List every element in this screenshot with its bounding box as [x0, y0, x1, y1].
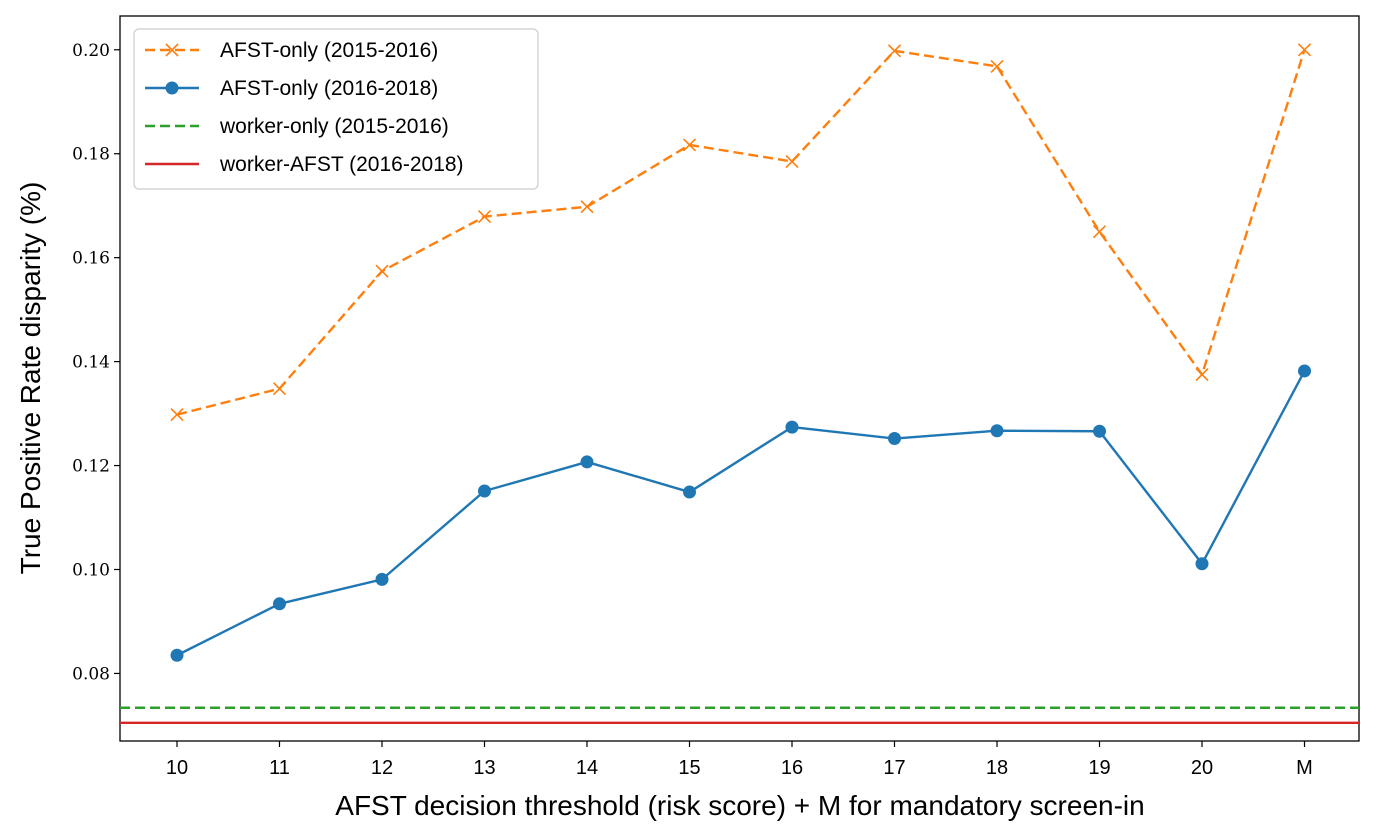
legend-label: worker-only (2015-2016) — [219, 115, 449, 138]
data-point-marker — [375, 572, 389, 586]
legend-label: worker-AFST (2016-2018) — [219, 153, 464, 176]
y-tick-label: 0.12 — [72, 457, 110, 477]
legend-entry: AFST-only (2015-2016) — [145, 39, 438, 62]
y-tick-label: 0.08 — [72, 664, 110, 684]
x-axis-ticks: 10 11 12 13 14 15 16 17 18 19 20 M — [166, 741, 1313, 779]
x-tick-label: 11 — [269, 757, 290, 779]
plot-frame — [119, 15, 1360, 742]
data-point-marker — [375, 264, 389, 278]
data-point-marker — [1093, 424, 1106, 438]
data-point-marker — [785, 420, 799, 434]
data-point-marker — [1195, 368, 1209, 382]
x-tick-label: 18 — [986, 757, 1008, 779]
data-point-marker — [888, 432, 901, 446]
x-tick-label: 16 — [781, 757, 803, 779]
data-point-marker — [165, 81, 179, 95]
data-point-marker — [785, 154, 799, 169]
y-tick-label: 0.18 — [72, 145, 110, 165]
x-tick-label: M — [1296, 757, 1313, 779]
legend-entry: AFST-only (2016-2018) — [145, 77, 438, 100]
data-point-marker — [170, 408, 184, 422]
y-tick-label: 0.14 — [72, 353, 110, 373]
data-point-marker — [580, 200, 594, 214]
x-tick-label: 13 — [473, 757, 495, 779]
legend: AFST-only (2015-2016) AFST-only (2016-201… — [133, 28, 539, 190]
data-point-marker — [478, 484, 491, 498]
data-point-marker — [1195, 557, 1209, 571]
legend-box — [133, 28, 539, 190]
data-point-marker — [1298, 364, 1311, 378]
y-axis-label: True Positive Rate disparity (%) — [15, 182, 46, 575]
x-tick-label: 15 — [678, 757, 700, 779]
data-point-marker — [1297, 43, 1312, 57]
x-tick-label: 12 — [371, 757, 393, 779]
x-tick-label: 14 — [576, 757, 598, 779]
legend-label: AFST-only (2015-2016) — [220, 39, 438, 62]
data-point-marker — [170, 648, 184, 662]
data-point-marker — [682, 138, 697, 152]
legend-label: AFST-only (2016-2018) — [220, 77, 438, 100]
data-point-marker — [990, 424, 1004, 438]
series-line — [176, 370, 1306, 657]
data-point-marker — [273, 597, 286, 611]
data-point-marker — [1092, 225, 1107, 239]
x-tick-label: 17 — [883, 757, 905, 779]
data-point-marker — [990, 59, 1004, 73]
legend-entry: worker-only (2015-2016) — [145, 115, 449, 138]
y-tick-label: 0.20 — [72, 41, 110, 61]
y-tick-label: 0.16 — [72, 249, 110, 269]
data-point-marker — [477, 210, 492, 224]
x-axis-label: AFST decision threshold (risk score) + M… — [335, 790, 1144, 821]
data-point-marker — [683, 485, 696, 499]
y-axis-ticks: 0.08 0.10 0.12 0.14 0.16 0.18 0.20 — [72, 41, 120, 684]
series-line — [176, 49, 1306, 416]
series-0 — [170, 43, 1312, 422]
legend-entry: worker-AFST (2016-2018) — [145, 153, 464, 176]
y-tick-label: 0.10 — [72, 560, 110, 580]
x-tick-label: 20 — [1191, 757, 1213, 779]
x-tick-label: 19 — [1088, 757, 1110, 779]
data-point-marker — [272, 382, 287, 396]
series-1 — [170, 364, 1311, 662]
series-layer — [120, 43, 1359, 725]
data-point-marker — [887, 44, 902, 58]
x-tick-label: 10 — [166, 757, 188, 779]
data-point-marker — [580, 455, 594, 469]
data-point-marker — [165, 43, 179, 57]
